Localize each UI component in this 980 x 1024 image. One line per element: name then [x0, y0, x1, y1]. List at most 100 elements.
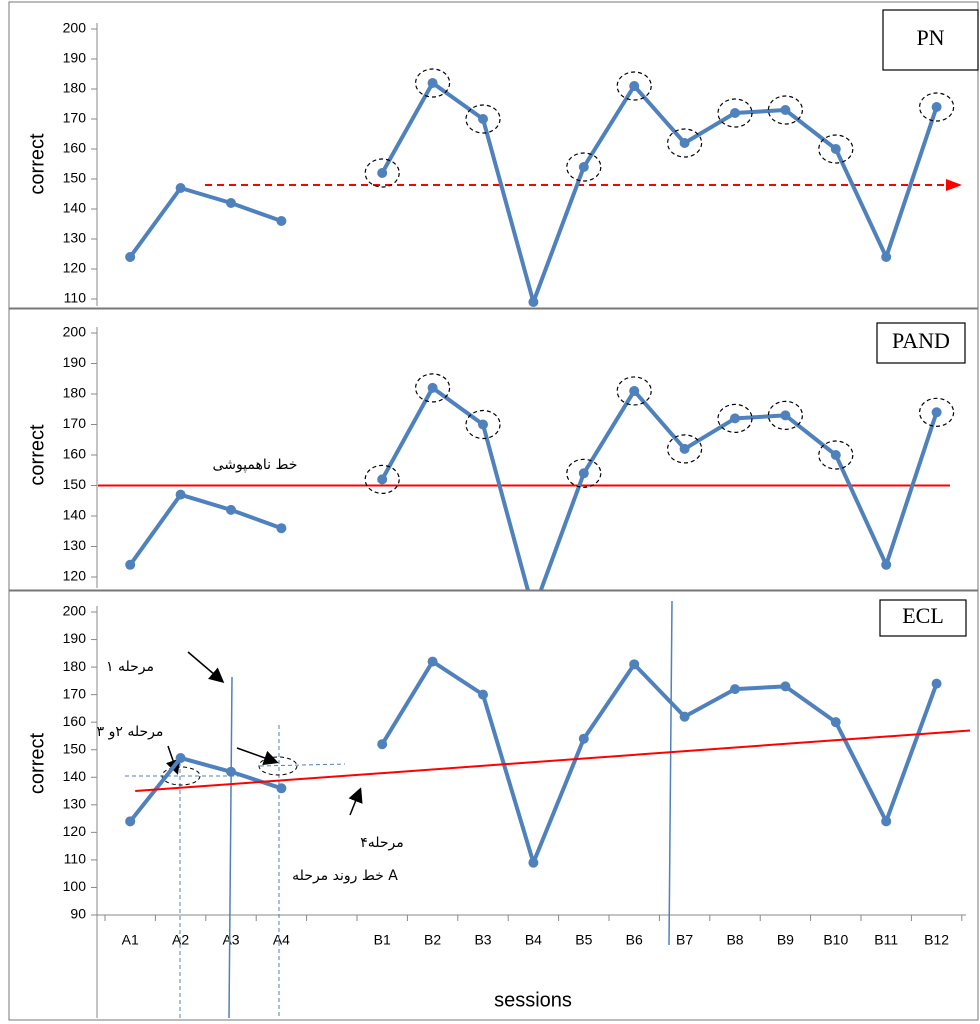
y-tick-label: 150: [63, 476, 87, 492]
y-tick-label: 200: [63, 603, 87, 619]
x-tick-label: A1: [122, 932, 139, 948]
series-line: [130, 388, 936, 611]
data-point: [932, 679, 942, 689]
y-tick-label: 190: [63, 630, 87, 646]
y-tick-label: 110: [64, 290, 87, 306]
x-tick-label: B1: [374, 932, 391, 948]
y-tick-label: 140: [63, 200, 87, 216]
y-tick-label: 140: [63, 768, 87, 784]
chart-title: PAND: [892, 328, 950, 353]
y-tick-label: 190: [63, 354, 87, 370]
annotation: خط روند مرحله A: [292, 868, 398, 884]
data-point: [428, 383, 438, 393]
y-axis-label: correct: [26, 732, 48, 794]
data-point: [125, 252, 135, 262]
data-point: [730, 413, 740, 423]
x-tick-label: B5: [575, 932, 592, 948]
y-tick-label: 170: [63, 415, 87, 431]
data-point: [478, 420, 488, 430]
data-point: [780, 410, 790, 420]
y-tick-label: 130: [63, 230, 87, 246]
trend-line: [135, 730, 970, 791]
y-tick-label: 130: [63, 537, 87, 553]
x-tick-label: A3: [222, 932, 239, 948]
y-tick-label: 200: [63, 324, 87, 340]
data-point: [125, 560, 135, 570]
annotation-arrow: [350, 790, 360, 815]
x-axis-label: sessions: [494, 989, 572, 1011]
data-point: [780, 681, 790, 691]
y-tick-label: 170: [63, 685, 87, 701]
x-tick-label: B8: [726, 932, 743, 948]
data-point: [881, 252, 891, 262]
y-tick-label: 150: [63, 740, 87, 756]
y-tick-label: 130: [63, 796, 87, 812]
chart-title: ECL: [902, 603, 944, 628]
data-point: [176, 753, 186, 763]
y-tick-label: 160: [63, 713, 87, 729]
panel-border: [9, 591, 978, 1020]
data-point: [932, 407, 942, 417]
phase-line: [669, 601, 672, 945]
x-tick-label: B12: [924, 932, 949, 948]
data-point: [831, 450, 841, 460]
data-point: [528, 297, 538, 307]
series-line: [130, 83, 936, 302]
x-tick-label: B10: [823, 932, 848, 948]
y-tick-label: 120: [63, 260, 87, 276]
data-point: [730, 108, 740, 118]
annotation: مرحله ۲و ۳: [97, 724, 164, 740]
data-point: [276, 216, 286, 226]
y-tick-label: 100: [63, 878, 87, 894]
y-tick-label: 140: [63, 507, 87, 523]
data-point: [831, 717, 841, 727]
x-tick-label: B7: [676, 932, 693, 948]
y-tick-label: 150: [63, 170, 87, 186]
y-tick-label: 110: [64, 851, 87, 867]
x-tick-label: B11: [874, 932, 898, 948]
data-point: [478, 690, 488, 700]
data-point: [730, 684, 740, 694]
data-point: [428, 657, 438, 667]
data-point: [831, 144, 841, 154]
x-tick-label: A2: [172, 932, 189, 948]
annotation: مرحله۴: [360, 835, 404, 851]
data-point: [528, 606, 538, 616]
chart-title: PN: [916, 25, 944, 50]
data-point: [629, 659, 639, 669]
data-point: [881, 816, 891, 826]
overlap-label: خط ناهمپوشی: [213, 457, 298, 473]
x-tick-label: A4: [273, 932, 290, 948]
data-point: [881, 560, 891, 570]
arrow-head: [946, 179, 962, 191]
plot: [125, 69, 962, 307]
data-point: [680, 712, 690, 722]
x-tick-label: B6: [626, 932, 643, 948]
data-point: [579, 468, 589, 478]
chart: 110 120 130 140 150 160 170 180 190 200 correct PN 1…: [0, 0, 980, 1024]
data-point: [226, 767, 236, 777]
panel-border: [9, 309, 978, 590]
phase-line: [229, 677, 232, 1018]
data-point: [377, 739, 387, 749]
data-point: [377, 168, 387, 178]
data-point: [629, 386, 639, 396]
data-point: [176, 183, 186, 193]
data-point: [226, 198, 236, 208]
y-tick-label: 160: [63, 446, 87, 462]
data-point: [428, 78, 438, 88]
data-point: [932, 102, 942, 112]
y-tick-label: 180: [63, 385, 87, 401]
y-tick-label: 160: [63, 140, 87, 156]
annotation: مرحله ۱: [106, 659, 154, 675]
x-tick-label: B3: [474, 932, 491, 948]
x-tick-label: B4: [525, 932, 542, 948]
y-tick-label: 120: [63, 823, 87, 839]
y-axis-label: correct: [26, 424, 48, 486]
guide-line: [260, 764, 345, 766]
data-point: [276, 783, 286, 793]
data-point: [629, 81, 639, 91]
y-axis-label: correct: [26, 133, 48, 195]
y-tick-label: 190: [63, 50, 87, 66]
data-point: [276, 523, 286, 533]
